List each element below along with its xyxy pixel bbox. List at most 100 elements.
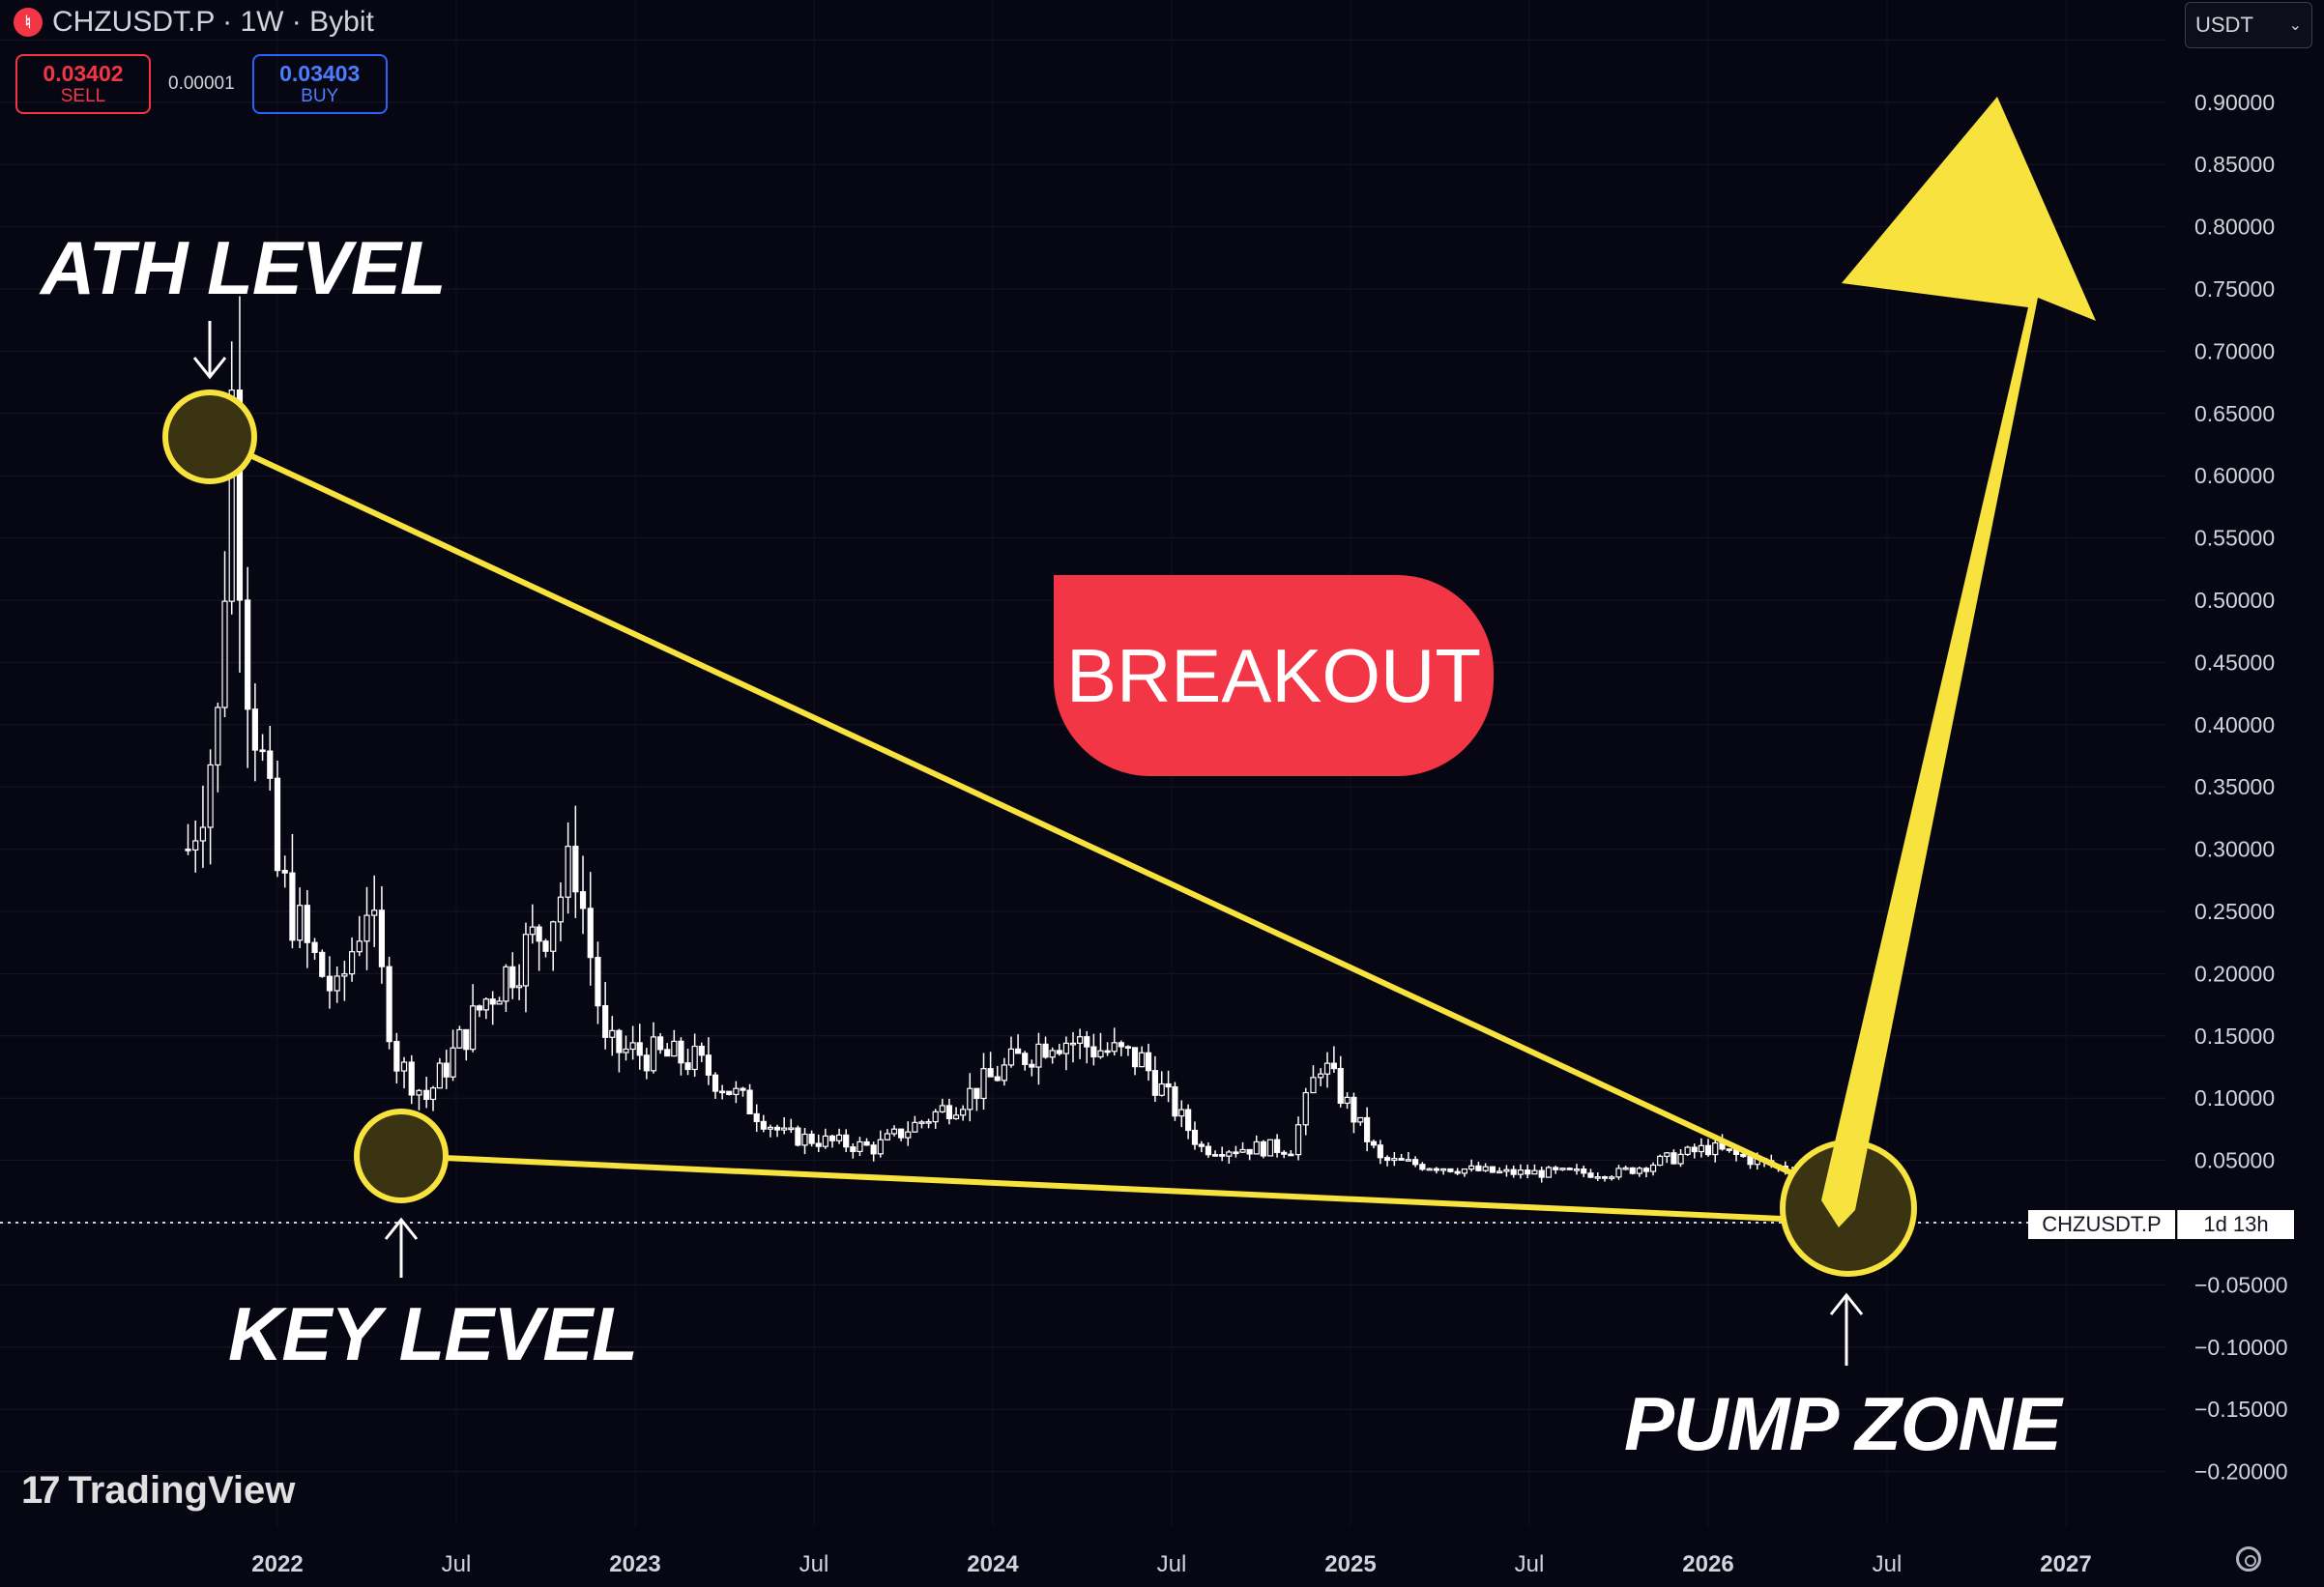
candle-body: [1554, 1168, 1558, 1169]
time-tick-label: Jul: [1873, 1551, 1903, 1577]
candle-body: [216, 707, 220, 765]
currency-label: USDT: [2195, 13, 2253, 38]
currency-select[interactable]: USDT ⌄: [2185, 2, 2312, 48]
candle-body: [829, 1136, 834, 1140]
candle-body: [754, 1113, 759, 1121]
candle-body: [1213, 1155, 1218, 1157]
candle-body: [497, 1001, 502, 1004]
candle-body: [1112, 1043, 1117, 1052]
candle-body: [665, 1050, 670, 1056]
breakout-badge: BREAKOUT: [1054, 575, 1494, 776]
candle-body: [954, 1115, 959, 1119]
candle-body: [1365, 1117, 1370, 1141]
candle-body: [1199, 1144, 1204, 1146]
price-tick-label: 0.15000: [2194, 1024, 2275, 1049]
sell-button[interactable]: 0.03402 SELL: [15, 54, 151, 114]
candle-body: [276, 778, 280, 870]
candle-body: [995, 1077, 1000, 1081]
candle-body: [246, 600, 250, 709]
candle-body: [409, 1062, 414, 1095]
candle-body: [1325, 1063, 1330, 1074]
candle-body: [1261, 1141, 1265, 1155]
candle-body: [1071, 1043, 1076, 1045]
candle-body: [1713, 1143, 1718, 1155]
candle-body: [1319, 1074, 1323, 1078]
candle-body: [1385, 1158, 1390, 1161]
candle-body: [981, 1069, 986, 1099]
candle-body: [464, 1029, 469, 1049]
candle-body: [558, 897, 563, 922]
candle-body: [1532, 1170, 1537, 1174]
price-tick-label: 0.05000: [2194, 1148, 2275, 1173]
price-axis[interactable]: 0.950000.900000.850000.800000.750000.700…: [2194, 27, 2288, 1484]
candle-body: [483, 999, 488, 1010]
symbol-title[interactable]: CHZUSDT.P · 1W · Bybit: [52, 6, 374, 39]
candle-body: [720, 1091, 725, 1093]
support-trendline[interactable]: [401, 1156, 1846, 1222]
candle-body: [1240, 1149, 1245, 1152]
time-tick-label: 2027: [2040, 1551, 2091, 1577]
price-tick-label: 0.25000: [2194, 899, 2275, 924]
last-price-symbol-tag: CHZUSDT.P: [2028, 1210, 2175, 1239]
candle-body: [603, 1006, 608, 1038]
candle-body: [1179, 1110, 1184, 1116]
tradingview-wordmark: TradingView: [69, 1469, 296, 1513]
buy-button[interactable]: 0.03403 BUY: [252, 54, 388, 114]
price-tick-label: −0.20000: [2194, 1459, 2288, 1485]
candle-body: [444, 1063, 449, 1077]
candle-body: [961, 1110, 966, 1115]
candle-body: [1518, 1170, 1523, 1175]
candle-body: [282, 871, 287, 874]
candle-body: [588, 909, 593, 958]
key-level-circle: [357, 1111, 446, 1200]
candle-body: [530, 927, 535, 935]
candle-body: [298, 906, 303, 940]
candle-body: [617, 1030, 622, 1053]
candle-body: [1685, 1147, 1690, 1154]
price-tick-label: 0.40000: [2194, 712, 2275, 737]
candle-body: [1043, 1044, 1048, 1056]
candle-body: [761, 1121, 766, 1129]
candle-body: [1546, 1168, 1551, 1177]
candle-body: [946, 1106, 951, 1118]
candle-body: [350, 952, 355, 974]
candle-body: [1275, 1140, 1280, 1152]
time-axis[interactable]: 2022 Jul 2023 Jul 2024 Jul 2025 Jul 2026 Jul 2027: [251, 1551, 2091, 1577]
candle-body: [864, 1141, 869, 1144]
candle-body: [450, 1048, 455, 1077]
candle-body: [1490, 1167, 1495, 1172]
candle-body: [1623, 1168, 1628, 1169]
candle-body: [1574, 1169, 1579, 1171]
chevron-down-icon: ⌄: [2289, 15, 2302, 35]
price-tick-label: 0.10000: [2194, 1085, 2275, 1111]
candle-body: [581, 892, 586, 909]
settings-gear-icon[interactable]: [2236, 1546, 2261, 1572]
candle-body: [1125, 1047, 1130, 1049]
candle-body: [1497, 1171, 1502, 1173]
candle-body: [1406, 1160, 1410, 1162]
candle-body: [1692, 1147, 1697, 1151]
candle-body: [1152, 1071, 1157, 1096]
candle-body: [892, 1129, 897, 1134]
candle-body: [816, 1143, 821, 1146]
tradingview-logo-icon: 17: [21, 1469, 57, 1513]
candle-body: [222, 601, 227, 707]
candle-body: [523, 935, 528, 986]
candle-body: [871, 1145, 876, 1154]
candle-body: [477, 1006, 481, 1010]
tradingview-logo[interactable]: 17 TradingView: [21, 1469, 295, 1513]
candle-body: [1147, 1053, 1151, 1070]
candle-body: [1358, 1117, 1363, 1121]
price-tick-label: 0.90000: [2194, 90, 2275, 115]
time-tick-label: Jul: [799, 1551, 829, 1577]
candle-body: [1002, 1065, 1006, 1081]
candle-body: [1227, 1152, 1232, 1156]
price-tick-label: 0.45000: [2194, 649, 2275, 675]
candle-body: [1267, 1140, 1272, 1156]
candle-body: [1296, 1125, 1301, 1155]
time-tick-label: 2023: [609, 1551, 660, 1577]
candle-body: [630, 1043, 635, 1050]
candle-body: [342, 974, 347, 976]
candle-body: [260, 750, 265, 752]
candle-body: [1610, 1177, 1614, 1179]
